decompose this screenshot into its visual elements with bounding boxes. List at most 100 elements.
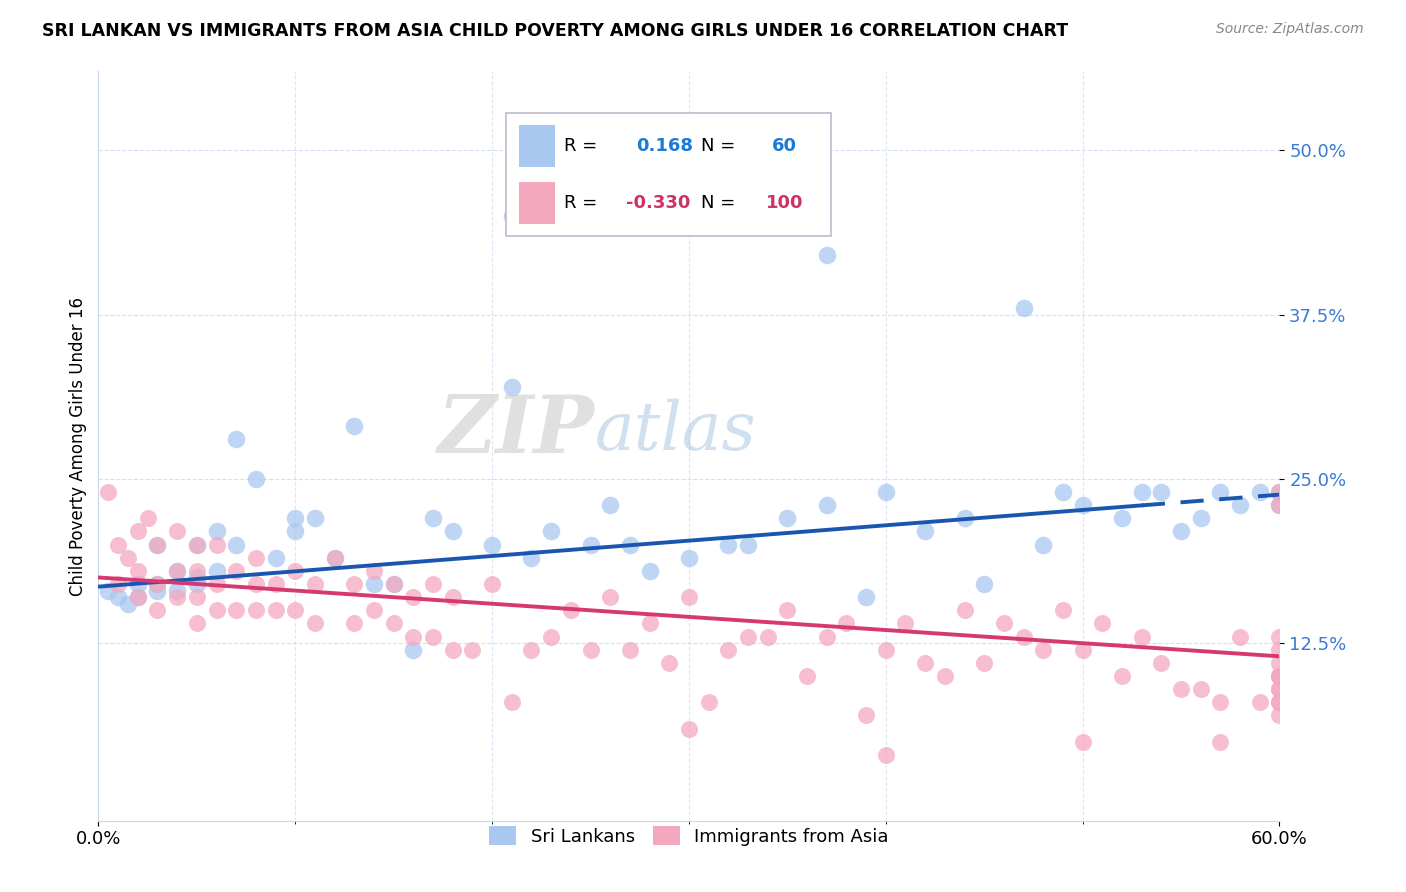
Point [1209, 735, 1232, 749]
Point [1209, 695, 1232, 709]
Point [540, 524, 562, 539]
Point [97, 485, 120, 500]
Point [323, 550, 346, 565]
Point [343, 616, 366, 631]
Point [776, 603, 799, 617]
Text: Source: ZipAtlas.com: Source: ZipAtlas.com [1216, 22, 1364, 37]
Point [697, 695, 720, 709]
Point [186, 564, 208, 578]
Point [1012, 630, 1035, 644]
Point [382, 577, 405, 591]
Point [382, 577, 405, 591]
Point [1091, 616, 1114, 631]
Point [225, 433, 247, 447]
Point [1268, 669, 1291, 683]
Point [264, 603, 287, 617]
Point [225, 538, 247, 552]
Point [1268, 656, 1291, 670]
Point [1268, 498, 1291, 512]
Point [1130, 485, 1153, 500]
Point [127, 577, 149, 591]
Point [579, 642, 602, 657]
Point [245, 577, 267, 591]
Point [363, 564, 385, 578]
Point [422, 577, 444, 591]
Point [875, 747, 897, 762]
Point [678, 722, 700, 736]
Point [481, 577, 503, 591]
Text: ZIP: ZIP [437, 392, 595, 470]
Point [501, 695, 523, 709]
Point [619, 642, 641, 657]
Point [1268, 630, 1291, 644]
Point [855, 590, 877, 604]
Point [520, 642, 543, 657]
Point [1268, 682, 1291, 697]
Point [894, 616, 917, 631]
Point [422, 511, 444, 525]
Point [264, 550, 287, 565]
Point [284, 511, 307, 525]
Point [1249, 485, 1271, 500]
Point [1170, 524, 1192, 539]
Point [1071, 642, 1094, 657]
Point [146, 583, 169, 598]
Point [993, 616, 1015, 631]
Point [1052, 603, 1074, 617]
Point [579, 538, 602, 552]
Point [136, 511, 159, 525]
Point [1032, 642, 1054, 657]
Point [1052, 485, 1074, 500]
Point [1130, 630, 1153, 644]
Point [756, 630, 779, 644]
Point [875, 485, 897, 500]
Point [1111, 511, 1133, 525]
Point [599, 498, 621, 512]
Point [1268, 485, 1291, 500]
Point [146, 577, 169, 591]
Point [127, 590, 149, 604]
Point [1229, 630, 1251, 644]
Point [205, 564, 228, 578]
Point [1268, 695, 1291, 709]
Point [815, 248, 838, 262]
Point [1032, 538, 1054, 552]
Point [117, 597, 139, 611]
Point [1071, 735, 1094, 749]
Point [678, 550, 700, 565]
Point [658, 656, 681, 670]
Point [796, 669, 818, 683]
Point [245, 550, 267, 565]
Point [914, 656, 936, 670]
Point [1268, 695, 1291, 709]
Point [914, 524, 936, 539]
Point [97, 583, 120, 598]
Point [835, 616, 858, 631]
Point [875, 642, 897, 657]
Point [205, 603, 228, 617]
Legend: Sri Lankans, Immigrants from Asia: Sri Lankans, Immigrants from Asia [482, 819, 896, 853]
Point [441, 642, 464, 657]
Point [166, 564, 188, 578]
Point [540, 630, 562, 644]
Point [245, 472, 267, 486]
Point [776, 511, 799, 525]
Point [1012, 301, 1035, 315]
Point [205, 538, 228, 552]
Point [638, 564, 661, 578]
Point [1150, 485, 1173, 500]
Point [1268, 669, 1291, 683]
Point [186, 616, 208, 631]
Point [1111, 669, 1133, 683]
Point [934, 669, 956, 683]
Text: SRI LANKAN VS IMMIGRANTS FROM ASIA CHILD POVERTY AMONG GIRLS UNDER 16 CORRELATIO: SRI LANKAN VS IMMIGRANTS FROM ASIA CHILD… [42, 22, 1069, 40]
Point [127, 524, 149, 539]
Point [1268, 485, 1291, 500]
Point [284, 603, 307, 617]
Point [1249, 695, 1271, 709]
Point [402, 642, 425, 657]
Point [737, 538, 759, 552]
Point [1229, 498, 1251, 512]
Point [1071, 498, 1094, 512]
Point [225, 603, 247, 617]
